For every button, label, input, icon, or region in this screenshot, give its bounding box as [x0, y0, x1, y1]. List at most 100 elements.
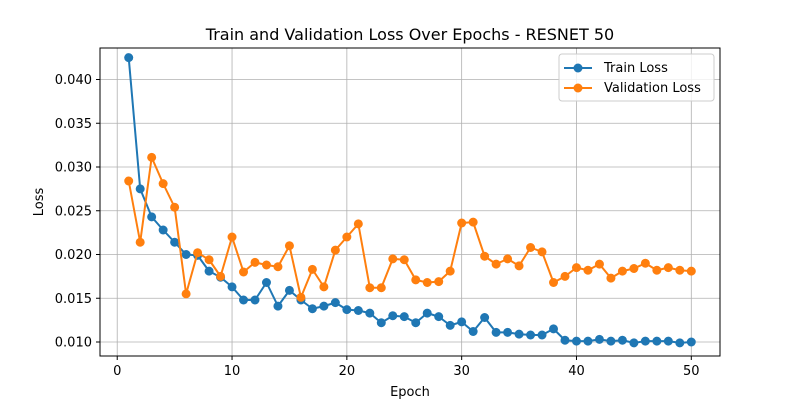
validation-loss-point: [491, 259, 501, 269]
x-tick-label: 30: [453, 364, 470, 379]
train-loss-point: [468, 327, 478, 336]
validation-loss-point: [663, 263, 673, 273]
train-loss-point: [239, 295, 249, 305]
x-axis-label: Epoch: [390, 385, 430, 400]
grid: [100, 48, 720, 356]
x-tick-label: 40: [568, 364, 585, 379]
validation-loss-point: [583, 265, 593, 275]
validation-loss-point: [204, 255, 214, 265]
x-tick-label: 50: [683, 364, 700, 379]
validation-loss-point: [514, 261, 524, 271]
validation-loss-point: [457, 218, 467, 228]
validation-loss-point: [239, 267, 249, 277]
validation-loss-point: [399, 255, 409, 265]
train-loss-point: [365, 308, 375, 318]
chart-title: Train and Validation Loss Over Epochs - …: [205, 25, 614, 44]
validation-loss-point: [376, 283, 386, 293]
train-loss-point: [204, 266, 214, 276]
train-loss-point: [353, 306, 363, 315]
train-loss-point: [629, 338, 639, 348]
validation-loss-point: [537, 247, 547, 257]
validation-loss-point: [273, 262, 283, 272]
train-loss-point: [158, 225, 168, 235]
train-loss-point: [491, 327, 501, 337]
y-tick-label: 0.040: [55, 73, 92, 88]
train-loss-point: [526, 330, 536, 340]
validation-loss-point: [388, 254, 398, 264]
validation-loss-point: [571, 263, 581, 273]
train-loss-point: [457, 317, 467, 327]
train-loss-point: [388, 311, 398, 321]
validation-loss-point: [526, 243, 536, 252]
validation-loss-point: [480, 251, 490, 261]
train-loss-point: [549, 324, 559, 334]
plot-frame: [99, 47, 721, 357]
train-loss-point: [652, 336, 662, 346]
train-loss-point: [480, 313, 490, 322]
y-tick-label: 0.030: [55, 161, 92, 176]
validation-loss-point: [503, 254, 513, 264]
train-loss-point: [399, 312, 409, 322]
y-tick-label: 0.015: [55, 292, 92, 307]
validation-loss-point: [606, 273, 616, 283]
legend-marker-train: [573, 63, 583, 73]
train-loss-point: [663, 336, 673, 346]
x-tick-label: 20: [339, 364, 356, 379]
validation-loss-point: [216, 271, 226, 281]
validation-loss-point: [675, 265, 685, 275]
validation-loss-point: [468, 217, 478, 227]
validation-loss-point: [135, 237, 145, 247]
validation-loss-point: [181, 289, 191, 299]
validation-loss-point: [170, 202, 180, 212]
validation-loss-point: [411, 275, 421, 285]
train-loss-point: [422, 308, 432, 318]
validation-loss-point: [193, 248, 203, 258]
train-loss-point: [617, 335, 627, 345]
legend-box: [558, 53, 715, 102]
validation-loss-point: [686, 266, 696, 276]
train-loss-point: [675, 338, 685, 348]
train-loss-point: [342, 305, 352, 315]
validation-loss-point: [124, 176, 134, 186]
train-loss-point: [181, 250, 191, 259]
train-loss-point: [227, 282, 237, 292]
train-loss-point: [434, 312, 444, 322]
legend-marker-validation: [573, 83, 583, 93]
validation-loss-point: [629, 264, 639, 273]
train-loss-point: [640, 336, 650, 346]
train-loss-point: [319, 301, 329, 311]
train-loss-point: [170, 237, 180, 247]
validation-loss-point: [353, 219, 363, 229]
series-layer: [124, 53, 696, 348]
train-loss-point: [503, 327, 513, 337]
train-loss-point: [284, 285, 294, 295]
validation-loss-point: [560, 271, 570, 281]
x-tick-label: 0: [113, 364, 121, 379]
validation-loss-point: [434, 277, 444, 287]
validation-loss-point: [284, 241, 294, 251]
train-loss-point: [583, 336, 593, 346]
train-loss-point: [376, 318, 386, 328]
legend-label-train: Train Loss: [603, 61, 668, 76]
validation-loss-point: [594, 259, 604, 269]
validation-loss-point: [652, 265, 662, 275]
y-tick-label: 0.025: [55, 204, 92, 219]
train-loss-point: [330, 298, 340, 308]
x-tick-label: 10: [224, 364, 241, 379]
y-tick-label: 0.035: [55, 117, 92, 132]
train-loss-point: [514, 329, 524, 339]
train-loss-point: [411, 318, 421, 328]
train-loss-point: [147, 212, 157, 222]
train-loss-point: [445, 320, 455, 330]
validation-loss-point: [147, 152, 157, 162]
validation-loss-point: [261, 260, 271, 270]
validation-loss-point: [330, 245, 340, 255]
validation-loss-point: [250, 257, 260, 267]
validation-loss-point: [365, 283, 375, 293]
legend: Train Loss Validation Loss: [558, 53, 715, 102]
train-loss-point: [250, 295, 260, 305]
validation-loss-point: [319, 282, 329, 292]
train-loss-point: [571, 336, 581, 346]
train-loss-point: [124, 53, 134, 63]
